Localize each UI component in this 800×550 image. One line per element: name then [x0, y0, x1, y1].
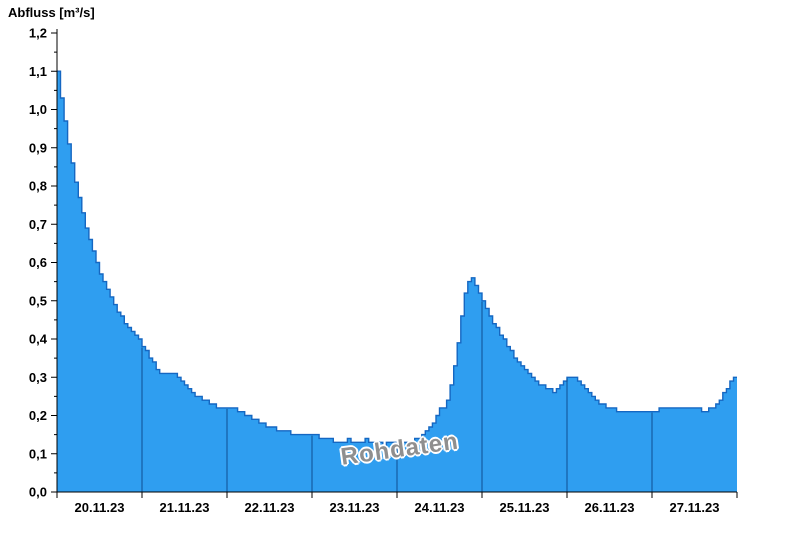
x-axis-tick-label: 20.11.23: [75, 500, 125, 515]
x-axis-tick-label: 25.11.23: [500, 500, 550, 515]
y-axis-tick-label: 0,5: [29, 293, 47, 308]
y-axis-tick-label: 1,1: [29, 64, 47, 79]
x-axis-tick-label: 23.11.23: [330, 500, 380, 515]
y-axis-tick-label: 0,8: [29, 179, 47, 194]
x-axis-tick-label: 26.11.23: [585, 500, 635, 515]
y-axis-tick-label: 0,9: [29, 140, 47, 155]
y-axis-tick-label: 1,0: [29, 102, 47, 117]
y-axis-tick-label: 0,6: [29, 255, 47, 270]
y-axis-tick-label: 0,1: [29, 446, 47, 461]
chart-title: Abfluss [m³/s]: [8, 5, 95, 20]
area-series-fill: [57, 71, 737, 492]
y-axis-tick-label: 0,0: [29, 485, 47, 500]
x-axis-tick-label: 21.11.23: [160, 500, 210, 515]
area-series-outline: [57, 70, 737, 447]
y-axis-tick-label: 0,4: [29, 332, 48, 347]
x-axis-tick-label: 27.11.23: [670, 500, 720, 515]
y-axis-tick-label: 1,2: [29, 26, 47, 41]
y-axis-tick-label: 0,3: [29, 370, 47, 385]
y-axis-tick-label: 0,7: [29, 217, 47, 232]
x-axis-tick-label: 24.11.23: [415, 500, 465, 515]
x-axis-tick-label: 22.11.23: [245, 500, 295, 515]
y-axis-tick-label: 0,2: [29, 408, 47, 423]
